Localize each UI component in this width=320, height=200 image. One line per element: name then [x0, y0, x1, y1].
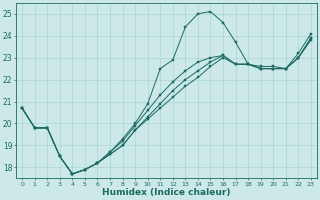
- X-axis label: Humidex (Indice chaleur): Humidex (Indice chaleur): [102, 188, 231, 197]
